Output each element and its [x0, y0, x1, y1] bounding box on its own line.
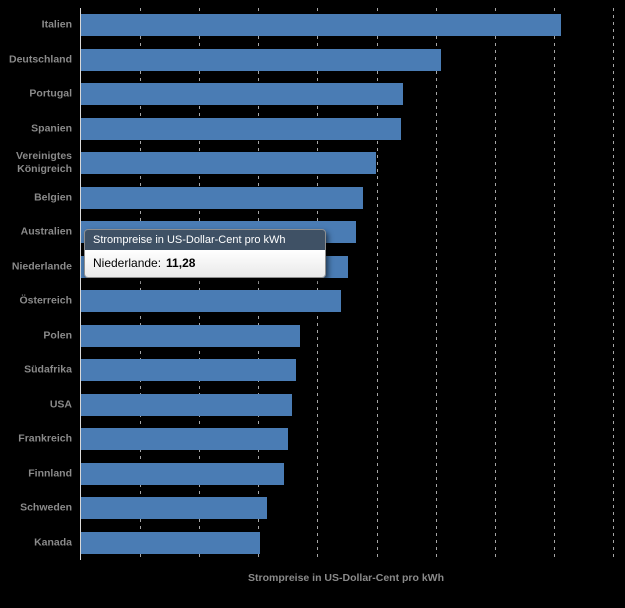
- category-label: Portugal: [29, 87, 72, 100]
- bar-row: Südafrika: [24, 353, 613, 388]
- gridline: [199, 8, 201, 560]
- bar[interactable]: [81, 117, 401, 140]
- gridline: [553, 8, 555, 560]
- bar-row: Polen: [43, 319, 613, 354]
- tooltip-value: 11,28: [166, 256, 196, 270]
- bar[interactable]: [81, 83, 403, 105]
- category-label: Niederlande: [11, 260, 72, 273]
- bar[interactable]: [81, 186, 363, 209]
- category-label: Italien: [41, 18, 72, 31]
- bar-row: Deutschland: [9, 43, 613, 78]
- category-label: Australien: [20, 225, 72, 238]
- x-axis-title: Strompreise in US-Dollar-Cent pro kWh: [247, 572, 445, 584]
- gridline: [258, 8, 260, 560]
- bar[interactable]: [81, 359, 296, 381]
- gridline: [435, 8, 437, 560]
- category-label: Frankreich: [18, 432, 72, 445]
- bar-row: Österreich: [19, 284, 613, 319]
- bar[interactable]: [81, 290, 342, 312]
- bar[interactable]: [81, 48, 441, 71]
- category-label: Österreich: [19, 294, 72, 307]
- category-label: Schweden: [20, 501, 72, 514]
- category-label: USA: [49, 398, 72, 411]
- bar[interactable]: [81, 497, 267, 519]
- tooltip-body: Niederlande: 11,28: [85, 250, 325, 277]
- bar-row: Belgien: [34, 181, 613, 216]
- category-label: Spanien: [31, 122, 72, 135]
- category-label: Kanada: [34, 536, 72, 549]
- tooltip-title: Strompreise in US-Dollar-Cent pro kWh: [85, 230, 325, 250]
- bar-row: Frankreich: [18, 422, 613, 457]
- bar[interactable]: [81, 462, 284, 485]
- bar[interactable]: [81, 428, 288, 450]
- bar-row: Italien: [42, 8, 613, 43]
- category-label: Südafrika: [24, 363, 72, 376]
- category-label: Vereinigtes Königreich: [15, 150, 72, 176]
- plot-area: Italien Deutschland Portugal Spanien Vereini…: [9, 8, 614, 561]
- bar-row: USA: [50, 388, 613, 423]
- gridline: [317, 8, 319, 560]
- category-label: Finnland: [28, 467, 72, 480]
- bar-row: Schweden: [20, 491, 613, 526]
- category-label: Belgien: [34, 191, 72, 204]
- bar[interactable]: [81, 324, 300, 347]
- bar-row: Finnland: [28, 457, 613, 492]
- bar[interactable]: [81, 531, 260, 554]
- bar-row: Vereinigtes Königreich: [16, 146, 613, 181]
- bar[interactable]: [81, 14, 561, 36]
- bar[interactable]: [81, 152, 376, 174]
- bar[interactable]: [81, 393, 292, 416]
- category-label: Deutschland: [8, 53, 72, 66]
- bar-row: Portugal: [29, 77, 613, 112]
- category-label: Polen: [43, 329, 72, 342]
- bar-row: Kanada: [34, 526, 613, 561]
- tooltip: Strompreise in US-Dollar-Cent pro kWh Ni…: [84, 229, 326, 278]
- gridline: [494, 8, 496, 560]
- gridline: [376, 8, 378, 560]
- gridline: [613, 8, 614, 560]
- bar-row: Spanien: [31, 112, 613, 147]
- tooltip-series-label: Niederlande:: [93, 256, 162, 270]
- gridline: [140, 8, 142, 560]
